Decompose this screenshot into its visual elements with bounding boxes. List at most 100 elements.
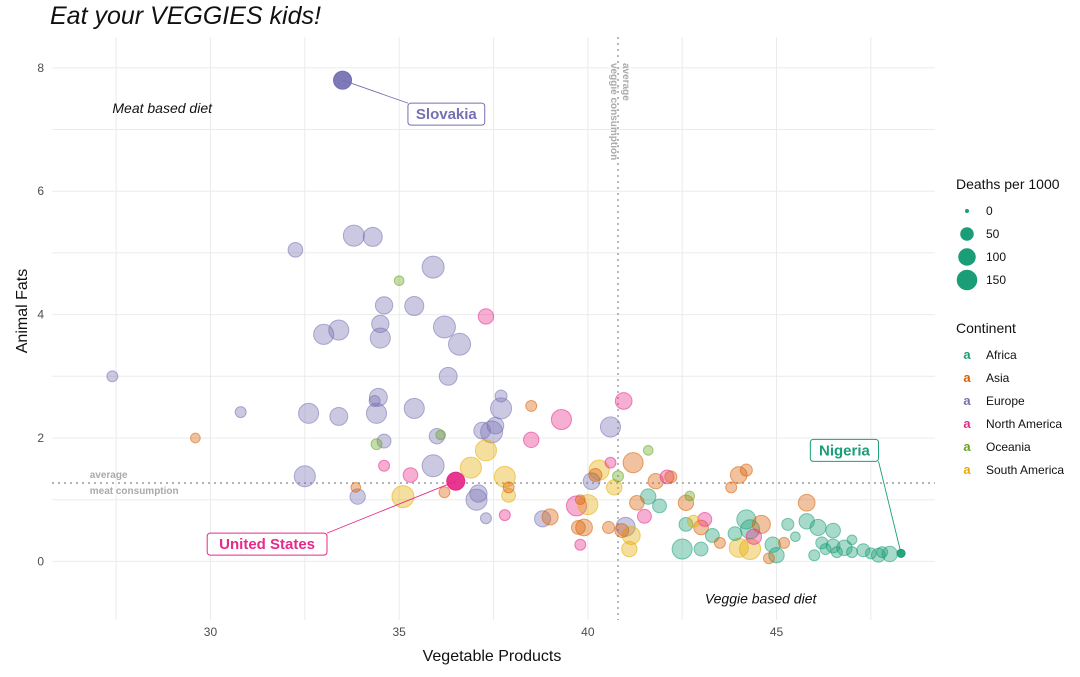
data-point bbox=[574, 538, 587, 551]
data-point bbox=[647, 472, 664, 490]
highlight-connector bbox=[326, 480, 456, 534]
color-legend-label: Oceania bbox=[986, 440, 1031, 454]
data-point bbox=[370, 438, 383, 451]
size-legend-label: 100 bbox=[986, 250, 1006, 264]
data-point bbox=[574, 494, 586, 506]
data-point bbox=[621, 540, 638, 558]
highlight-label-box bbox=[407, 102, 486, 126]
legend: Deaths per 1000 0 50 100 150 Continent a Africa… bbox=[956, 176, 1064, 477]
data-point bbox=[713, 536, 726, 549]
data-point bbox=[393, 275, 405, 287]
data-point bbox=[465, 488, 488, 511]
data-point bbox=[728, 537, 749, 558]
data-point bbox=[825, 538, 841, 554]
color-legend-label: Asia bbox=[986, 371, 1010, 385]
data-point bbox=[693, 541, 709, 557]
data-point bbox=[622, 452, 644, 474]
data-point bbox=[664, 470, 678, 484]
data-point bbox=[362, 226, 383, 247]
y-tick-label: 0 bbox=[37, 554, 44, 568]
color-legend-key: a bbox=[963, 370, 971, 385]
avg-meat-label: meat consumption bbox=[90, 486, 179, 497]
x-axis-title: Vegetable Products bbox=[423, 648, 562, 665]
data-point bbox=[287, 242, 304, 258]
data-point bbox=[819, 543, 832, 556]
x-tick-label: 40 bbox=[581, 625, 595, 639]
x-tick-label: 45 bbox=[770, 625, 784, 639]
data-point bbox=[349, 488, 366, 505]
data-point bbox=[768, 547, 785, 564]
axes: Vegetable Products Animal Fats 30 35 40 45 0… bbox=[14, 61, 817, 665]
data-point bbox=[798, 513, 815, 530]
data-point bbox=[745, 528, 763, 545]
data-point bbox=[864, 547, 877, 560]
color-legend-label: South America bbox=[986, 463, 1064, 477]
color-legend-label: Europe bbox=[986, 394, 1025, 408]
data-point bbox=[550, 408, 572, 431]
quadrant-label: Meat based diet bbox=[112, 100, 213, 116]
data-point bbox=[106, 370, 119, 383]
color-legend-key: a bbox=[963, 439, 971, 454]
data-point bbox=[602, 520, 616, 534]
data-point bbox=[421, 454, 445, 478]
highlight-connector bbox=[342, 79, 409, 104]
x-tick-label: 30 bbox=[204, 625, 218, 639]
highlight-labels: Slovakia United States Nigeria bbox=[206, 70, 906, 558]
data-point bbox=[739, 463, 753, 477]
data-point bbox=[725, 481, 738, 494]
data-point bbox=[577, 494, 599, 516]
size-legend-key bbox=[958, 248, 976, 266]
data-point bbox=[479, 512, 492, 525]
data-point bbox=[751, 514, 771, 534]
data-point bbox=[808, 549, 821, 562]
size-legend-key bbox=[965, 209, 969, 213]
data-point bbox=[727, 526, 743, 542]
data-point bbox=[781, 517, 795, 531]
data-point bbox=[582, 472, 601, 491]
data-point bbox=[642, 444, 654, 456]
data-point bbox=[830, 546, 843, 559]
data-point bbox=[678, 516, 694, 532]
highlight-label-box bbox=[206, 532, 328, 556]
data-point bbox=[762, 552, 775, 565]
data-point bbox=[697, 512, 713, 527]
color-legend-key: a bbox=[963, 347, 971, 362]
data-point bbox=[845, 546, 858, 559]
data-point bbox=[403, 397, 425, 419]
size-legend-label: 0 bbox=[986, 204, 993, 218]
data-point bbox=[659, 469, 675, 485]
data-point bbox=[190, 432, 201, 444]
data-point bbox=[523, 431, 540, 449]
data-point bbox=[652, 498, 667, 514]
data-point bbox=[729, 466, 748, 484]
avg-veggie-label: average bbox=[620, 63, 631, 101]
data-point bbox=[298, 402, 320, 424]
chart-title: Eat your VEGGIES kids! bbox=[50, 2, 321, 30]
data-point bbox=[797, 493, 816, 512]
data-point bbox=[480, 420, 504, 444]
data-point bbox=[846, 534, 858, 546]
data-point bbox=[421, 255, 445, 279]
data-points bbox=[106, 70, 906, 565]
data-point bbox=[570, 520, 586, 535]
data-point bbox=[825, 522, 841, 539]
data-point bbox=[376, 433, 392, 449]
size-legend-key bbox=[956, 269, 978, 291]
data-point bbox=[486, 416, 505, 435]
size-legend-label: 150 bbox=[986, 273, 1006, 287]
color-legend-label: Africa bbox=[986, 348, 1017, 362]
data-point bbox=[391, 485, 415, 509]
size-legend-label: 50 bbox=[986, 227, 1000, 241]
size-legend-key bbox=[960, 227, 974, 241]
data-point bbox=[474, 439, 497, 462]
data-point bbox=[342, 224, 365, 247]
y-axis-title: Animal Fats bbox=[14, 269, 31, 353]
quadrant-label: Veggie based diet bbox=[705, 590, 818, 606]
data-point bbox=[876, 546, 889, 559]
color-legend-key: a bbox=[963, 416, 971, 431]
data-point bbox=[612, 470, 625, 483]
data-point bbox=[588, 468, 603, 483]
data-point bbox=[525, 399, 538, 412]
